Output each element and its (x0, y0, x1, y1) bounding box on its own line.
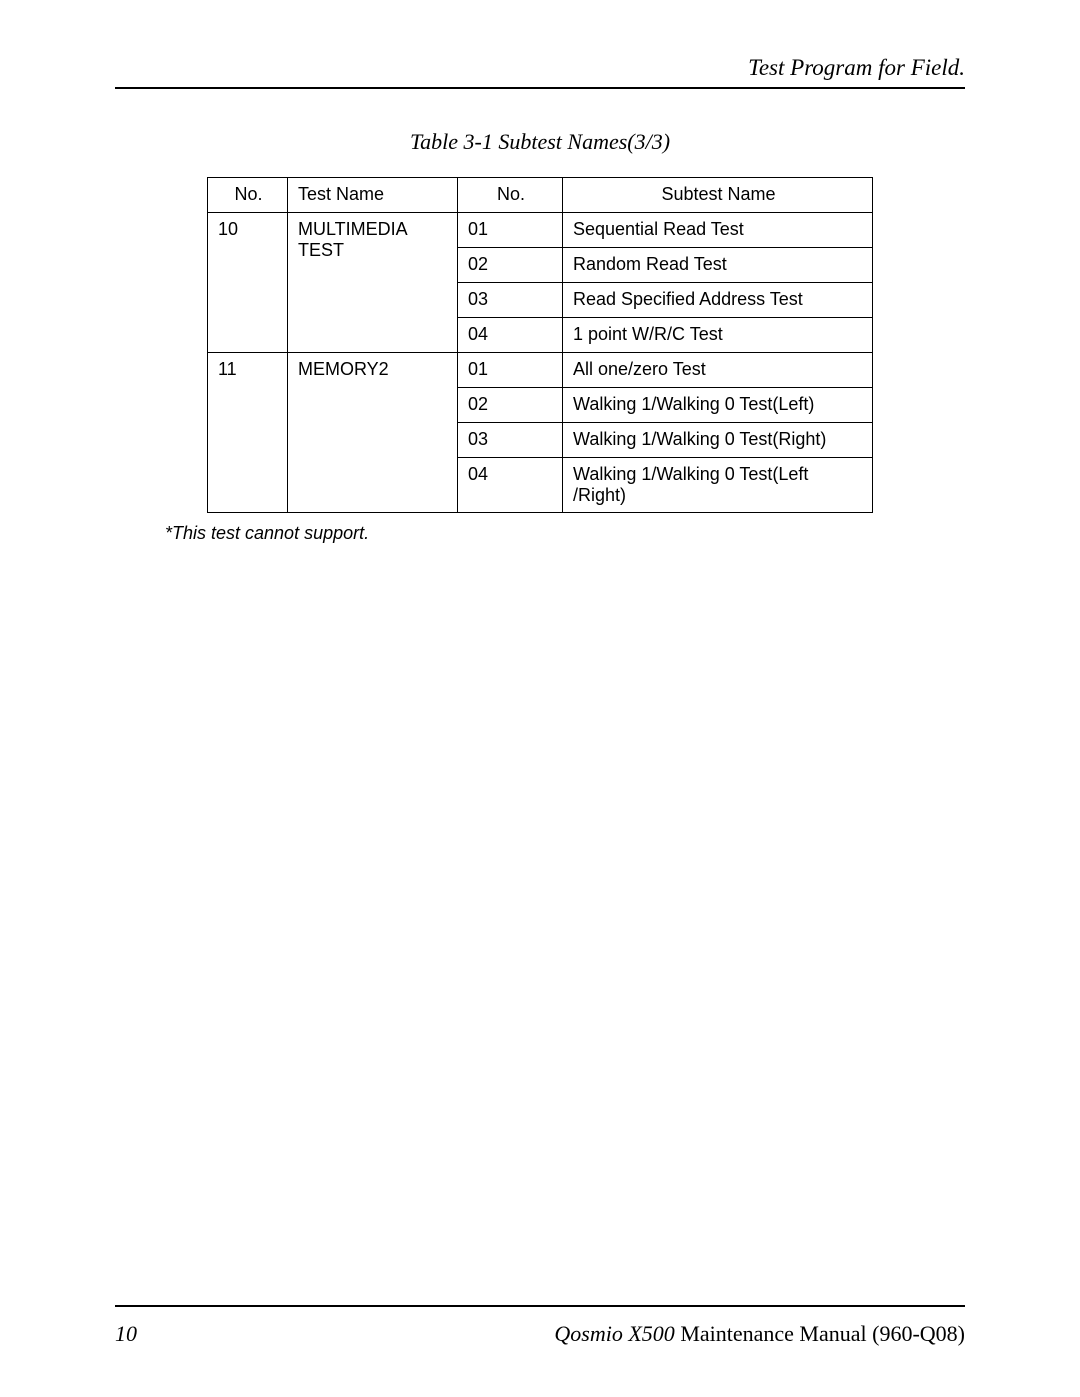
cell-sub-name: Walking 1/Walking 0 Test(Right) (563, 423, 873, 458)
col-header-no-a: No. (208, 178, 288, 213)
cell-test-name: MEMORY2 (288, 353, 458, 513)
cell-sub-no: 03 (458, 283, 563, 318)
table-header-row: No. Test Name No. Subtest Name (208, 178, 873, 213)
cell-sub-no: 01 (458, 353, 563, 388)
page-footer: 10 Qosmio X500 Maintenance Manual (960-Q… (115, 1305, 965, 1347)
cell-test-no: 11 (208, 353, 288, 513)
cell-sub-name: Sequential Read Test (563, 213, 873, 248)
subtest-table: No. Test Name No. Subtest Name 10 MULTIM… (207, 177, 873, 513)
footer-page-number: 10 (115, 1321, 137, 1347)
table-row: 11 MEMORY2 01 All one/zero Test (208, 353, 873, 388)
col-header-no-b: No. (458, 178, 563, 213)
footer-rule (115, 1305, 965, 1307)
footer-product-name: Qosmio X500 (554, 1321, 674, 1346)
cell-test-no: 10 (208, 213, 288, 353)
col-header-subtest: Subtest Name (563, 178, 873, 213)
cell-test-name: MULTIMEDIA TEST (288, 213, 458, 353)
footer-manual-text: Maintenance Manual (960-Q08) (675, 1321, 965, 1346)
cell-sub-name: All one/zero Test (563, 353, 873, 388)
cell-sub-no: 04 (458, 318, 563, 353)
cell-sub-name: Random Read Test (563, 248, 873, 283)
document-page: Test Program for Field. Table 3-1 Subtes… (0, 0, 1080, 1397)
cell-sub-no: 02 (458, 248, 563, 283)
cell-sub-no: 02 (458, 388, 563, 423)
header-rule (115, 87, 965, 89)
cell-sub-no: 04 (458, 458, 563, 513)
cell-sub-no: 03 (458, 423, 563, 458)
cell-sub-name: Walking 1/Walking 0 Test(Left) (563, 388, 873, 423)
cell-sub-no: 01 (458, 213, 563, 248)
footer-manual-title: Qosmio X500 Maintenance Manual (960-Q08) (554, 1321, 965, 1347)
cell-sub-name: Walking 1/Walking 0 Test(Left /Right) (563, 458, 873, 513)
col-header-test: Test Name (288, 178, 458, 213)
table-footnote: *This test cannot support. (165, 523, 965, 544)
cell-sub-name: Read Specified Address Test (563, 283, 873, 318)
table-row: 10 MULTIMEDIA TEST 01 Sequential Read Te… (208, 213, 873, 248)
table-caption: Table 3-1 Subtest Names(3/3) (115, 129, 965, 155)
page-header-title: Test Program for Field. (115, 55, 965, 87)
cell-sub-name: 1 point W/R/C Test (563, 318, 873, 353)
